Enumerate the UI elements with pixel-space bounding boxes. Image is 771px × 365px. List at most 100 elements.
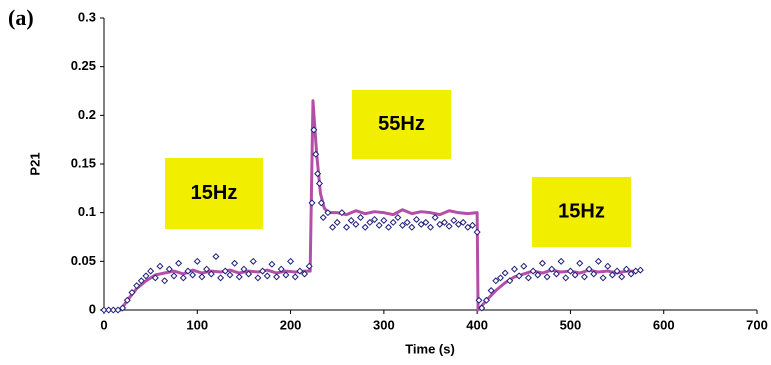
data-point: [478, 304, 486, 312]
data-point: [506, 277, 514, 285]
data-point: [422, 218, 430, 226]
data-point: [566, 267, 574, 275]
data-point: [343, 223, 351, 231]
y-tick-label: 0.2: [78, 107, 96, 122]
annotation-box: [352, 90, 451, 159]
data-point: [347, 216, 355, 224]
data-point: [161, 277, 169, 285]
data-point: [552, 270, 560, 278]
data-point: [389, 218, 397, 226]
data-point: [282, 271, 290, 279]
y-tick-label: 0.1: [78, 204, 96, 219]
data-point: [277, 265, 285, 273]
data-point: [361, 223, 369, 231]
data-point: [184, 267, 192, 275]
data-point: [557, 257, 565, 265]
model-line: [104, 99, 636, 312]
data-point: [273, 273, 281, 281]
y-tick-label: 0.05: [71, 253, 96, 268]
data-point: [371, 215, 379, 223]
data-point: [179, 274, 187, 282]
data-point: [231, 259, 239, 267]
data-point: [245, 270, 253, 278]
data-point: [622, 265, 630, 273]
data-point: [510, 265, 518, 273]
data-point: [249, 257, 257, 265]
data-point: [585, 265, 593, 273]
annotation-box: [532, 177, 631, 247]
data-point: [170, 272, 178, 280]
annotation: 15Hz: [191, 182, 238, 204]
data-point: [314, 170, 322, 178]
data-point: [310, 126, 318, 134]
data-point: [496, 274, 504, 282]
data-point: [287, 257, 295, 265]
data-point: [608, 271, 616, 279]
x-tick-label: 500: [560, 317, 582, 332]
data-point: [366, 218, 374, 226]
y-tick-label: 0: [89, 301, 96, 316]
x-tick-label: 100: [186, 317, 208, 332]
data-point: [399, 221, 407, 229]
data-point: [543, 273, 551, 281]
data-point: [482, 296, 490, 304]
data-point: [301, 270, 309, 278]
data-point: [599, 274, 607, 282]
data-point: [165, 265, 173, 273]
data-point: [317, 199, 325, 207]
data-point: [352, 220, 360, 228]
data-point: [319, 214, 327, 222]
annotation: 55Hz: [378, 113, 425, 135]
data-point: [394, 214, 402, 222]
data-point: [119, 304, 127, 312]
data-point: [235, 273, 243, 281]
data-point: [338, 209, 346, 217]
y-tick-label: 0.15: [71, 155, 96, 170]
x-tick-label: 600: [653, 317, 675, 332]
data-point: [538, 259, 546, 267]
data-point: [580, 273, 588, 281]
data-point: [147, 267, 155, 275]
data-point: [627, 270, 635, 278]
data-point: [417, 220, 425, 228]
annotation-box: [165, 158, 263, 229]
data-point: [529, 267, 537, 275]
data-point: [403, 218, 411, 226]
data-point: [445, 222, 453, 230]
y-tick-label: 0.25: [71, 58, 96, 73]
data-point: [268, 260, 276, 268]
data-point: [473, 228, 481, 236]
data-point: [333, 218, 341, 226]
data-point: [193, 257, 201, 265]
data-point: [315, 179, 323, 187]
x-tick-label: 0: [100, 317, 107, 332]
data-point: [254, 274, 262, 282]
data-point: [114, 306, 122, 314]
data-point: [375, 221, 383, 229]
data-point: [137, 277, 145, 285]
x-axis-title: Time (s): [405, 341, 455, 356]
y-tick-label: 0.3: [78, 9, 96, 24]
data-point: [431, 214, 439, 222]
data-point: [212, 252, 220, 260]
data-point: [464, 223, 472, 231]
data-point: [487, 287, 495, 295]
data-point: [576, 259, 584, 267]
data-point: [440, 218, 449, 226]
data-point: [562, 274, 570, 282]
data-point: [142, 272, 150, 280]
data-point: [450, 216, 458, 224]
data-point: [357, 214, 365, 222]
data-point: [226, 271, 234, 279]
data-point: [524, 274, 532, 282]
data-point: [133, 282, 141, 290]
data-point: [240, 265, 248, 273]
data-point: [380, 216, 388, 224]
data-point: [454, 220, 462, 228]
data-point: [207, 270, 215, 278]
data-point: [123, 296, 131, 304]
data-point: [475, 296, 483, 304]
data-point: [259, 267, 267, 275]
data-point: [151, 274, 159, 282]
